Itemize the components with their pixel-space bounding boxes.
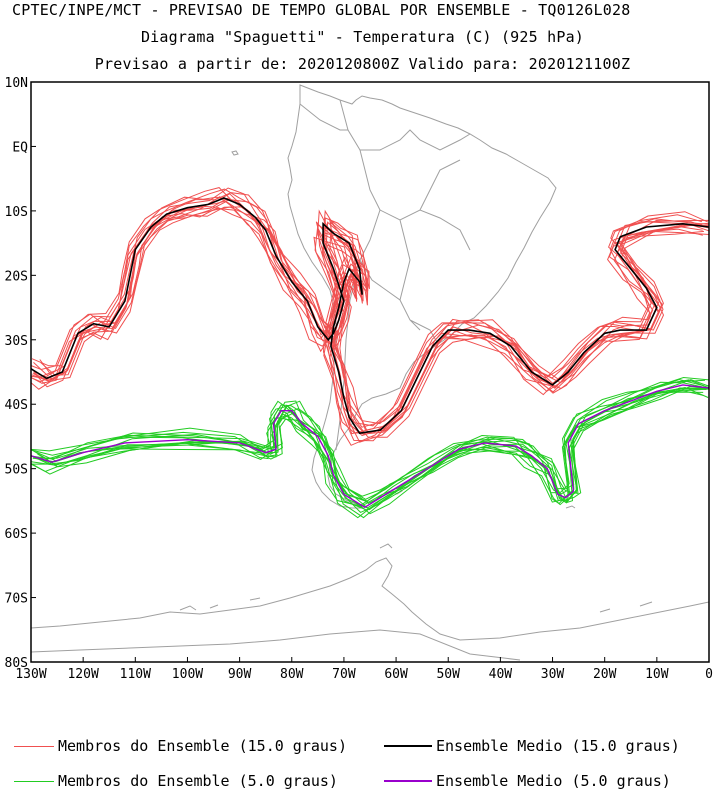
lon-tick-label: 10W xyxy=(645,667,669,682)
ensemble-mean-15 xyxy=(31,197,709,435)
lon-tick-label: 110W xyxy=(120,667,151,682)
south-georgia xyxy=(565,505,576,509)
lat-tick-label: 80S xyxy=(5,656,28,671)
legend-line-members-15 xyxy=(14,745,54,747)
lon-tick-label: 20W xyxy=(593,667,617,682)
ensemble-mean-5 xyxy=(31,384,709,509)
legend-item-mean-15: Ensemble Medio (15.0 graus) xyxy=(384,737,680,755)
ensemble-member-15-line xyxy=(31,187,703,427)
lon-tick-label: 130W xyxy=(15,667,46,682)
galapagos-islands xyxy=(231,150,239,156)
ensemble-member-15-line xyxy=(31,188,709,425)
ensemble-member-15-line xyxy=(31,205,703,442)
title-line-1: CPTEC/INPE/MCT - PREVISAO DE TEMPO GLOBA… xyxy=(12,1,631,19)
latitude-axis: 10N EQ 10S 20S 30S 40S 50S 60S 70S 80S xyxy=(5,76,36,671)
lat-tick-label: 40S xyxy=(5,398,28,413)
lat-tick-label: 10S xyxy=(5,205,28,220)
lat-tick-label: 20S xyxy=(5,269,28,284)
lon-tick-label: 30W xyxy=(541,667,565,682)
lon-tick-label: 40W xyxy=(489,667,513,682)
longitude-axis: 130W 120W 110W 100W 90W 80W 70W 60W 50W 40W 30W 20W… xyxy=(15,657,713,682)
legend-line-members-5 xyxy=(14,780,54,782)
legend-item-mean-5: Ensemble Medio (5.0 graus) xyxy=(384,772,671,790)
title-line-3: Previsao a partir de: 2020120800Z Valido… xyxy=(94,55,631,73)
ensemble-member-15-line xyxy=(38,206,709,438)
legend-item-members-5: Membros do Ensemble (5.0 graus) xyxy=(14,772,338,790)
lat-tick-label: 50S xyxy=(5,463,28,478)
south-america-coastline xyxy=(287,84,557,509)
lon-tick-label: 90W xyxy=(228,667,252,682)
lon-tick-label: 70W xyxy=(332,667,356,682)
ensemble-member-5-line xyxy=(31,386,709,519)
ensemble-member-5-line xyxy=(37,385,709,515)
lon-tick-label: 120W xyxy=(67,667,98,682)
lat-tick-label: 30S xyxy=(5,334,28,349)
ensemble-member-5-line xyxy=(31,391,704,507)
ensemble-member-15-line xyxy=(39,192,709,431)
lon-tick-label: 60W xyxy=(384,667,408,682)
legend-line-mean-5 xyxy=(384,780,432,782)
ensemble-member-15-line xyxy=(33,206,709,443)
lon-tick-label: 50W xyxy=(436,667,460,682)
legend-label-members-15: Membros do Ensemble (15.0 graus) xyxy=(58,737,347,755)
title-line-2: Diagrama "Spaguetti" - Temperatura (C) (… xyxy=(140,28,585,46)
lon-tick-label: 80W xyxy=(280,667,304,682)
lon-tick-label: 0 xyxy=(705,667,713,682)
ensemble-member-5-line xyxy=(31,379,706,497)
ensemble-member-15-line xyxy=(31,196,703,435)
ensemble-member-15-line xyxy=(33,187,709,428)
legend-label-mean-15: Ensemble Medio (15.0 graus) xyxy=(436,737,680,755)
lat-tick-label: 70S xyxy=(5,592,28,607)
country-borders xyxy=(299,99,471,451)
map-frame xyxy=(30,81,710,663)
antarctic-islands xyxy=(179,543,653,613)
map-area xyxy=(31,84,709,661)
legend-line-mean-15 xyxy=(384,745,432,747)
lat-tick-label: 60S xyxy=(5,527,28,542)
lat-tick-label: 10N xyxy=(5,76,28,91)
antarctica-coastline xyxy=(31,557,709,641)
ensemble-member-5-line xyxy=(32,387,709,509)
lat-tick-label: EQ xyxy=(12,140,28,155)
legend-label-members-5: Membros do Ensemble (5.0 graus) xyxy=(58,772,338,790)
ensemble-member-15-line xyxy=(31,196,703,434)
ensemble-members-5 xyxy=(31,376,709,519)
legend-item-members-15: Membros do Ensemble (15.0 graus) xyxy=(14,737,347,755)
lon-tick-label: 100W xyxy=(172,667,203,682)
antarctica-coastline-inner xyxy=(31,629,521,661)
legend-label-mean-5: Ensemble Medio (5.0 graus) xyxy=(436,772,671,790)
